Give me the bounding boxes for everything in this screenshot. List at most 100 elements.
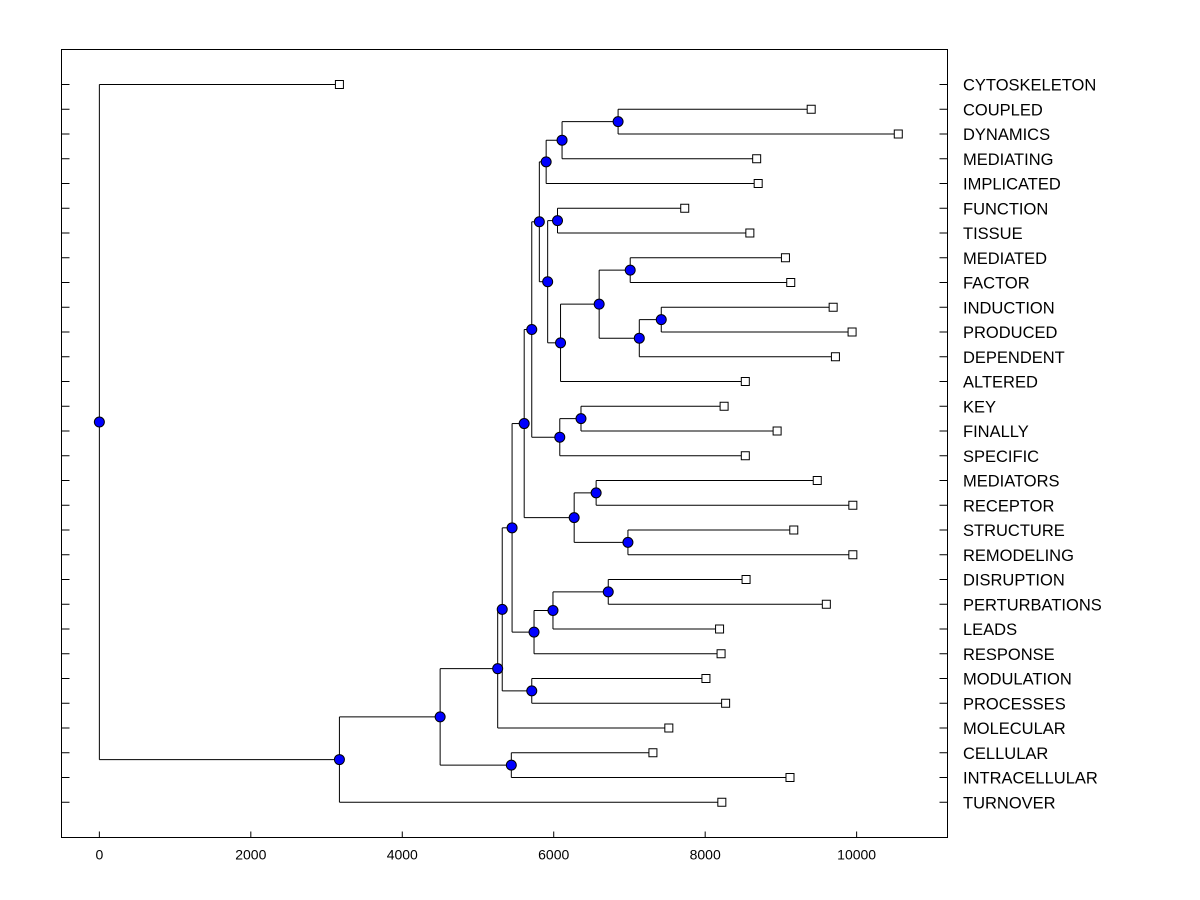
leaf-label: RESPONSE — [963, 646, 1055, 664]
leaf-label: ALTERED — [963, 374, 1038, 392]
merge-node — [554, 431, 566, 443]
leaf-label: TISSUE — [963, 225, 1023, 243]
leaf-label: MODULATION — [963, 671, 1072, 689]
leaf-marker — [334, 80, 344, 89]
leaf-label: REMODELING — [963, 547, 1074, 565]
merge-node — [526, 323, 538, 335]
leaf-marker — [752, 154, 762, 164]
leaf-marker — [715, 624, 725, 634]
merge-node — [575, 413, 587, 425]
leaf-marker — [893, 129, 903, 139]
merge-node — [496, 603, 508, 615]
plot-frame — [61, 49, 948, 838]
merge-node — [612, 116, 624, 128]
leaf-marker — [789, 525, 799, 535]
leaf-marker — [848, 500, 858, 510]
leaf-marker — [740, 451, 750, 461]
merge-node — [547, 604, 559, 616]
y-ticks — [61, 84, 948, 803]
x-tick-label: 6000 — [538, 847, 569, 863]
merge-node — [555, 337, 567, 349]
leaf-label: IMPLICATED — [963, 176, 1061, 194]
merge-node — [556, 134, 568, 146]
leaf-labels: CYTOSKELETON COUPLED DYNAMICS MEDIATING IMPL… — [963, 77, 1102, 813]
merge-node — [602, 586, 614, 598]
leaf-label: MOLECULAR — [963, 720, 1066, 738]
leaf-label: PERTURBATIONS — [963, 596, 1102, 614]
merge-node — [533, 216, 545, 228]
x-tick-label: 0 — [95, 847, 103, 863]
leaf-marker — [786, 278, 796, 287]
leaf-label: CYTOSKELETON — [963, 77, 1096, 95]
merge-node — [540, 156, 552, 168]
merge-node — [333, 754, 345, 766]
leaf-label: DISRUPTION — [963, 572, 1065, 590]
merge-node — [542, 276, 554, 288]
leaf-marker — [848, 550, 858, 560]
leaf-marker — [680, 203, 690, 213]
merge-node — [624, 264, 636, 276]
leaf-label: INTRACELLULAR — [963, 770, 1098, 788]
leaf-label: MEDIATED — [963, 250, 1047, 268]
merge-node — [526, 685, 538, 697]
merge-node — [552, 215, 564, 227]
merge-nodes — [93, 116, 667, 771]
branch-lines — [98, 84, 895, 803]
merge-node — [633, 332, 645, 344]
x-tick-label: 4000 — [387, 847, 418, 863]
merge-node — [492, 663, 504, 675]
leaf-label: FINALLY — [963, 423, 1029, 441]
merge-node — [593, 298, 605, 310]
merge-node — [568, 512, 580, 524]
leaf-marker — [847, 327, 857, 337]
merge-node — [505, 759, 517, 771]
leaf-label: MEDIATING — [963, 151, 1053, 169]
leaf-marker — [753, 179, 763, 188]
leaf-marker — [772, 426, 782, 436]
leaf-label: CELLULAR — [963, 745, 1048, 763]
merge-node — [518, 418, 530, 430]
merge-node — [622, 536, 634, 548]
leaf-label: FACTOR — [963, 275, 1030, 293]
leaf-marker — [780, 253, 790, 263]
merge-node — [506, 522, 518, 534]
leaf-label: RECEPTOR — [963, 497, 1054, 515]
leaf-marker — [785, 773, 795, 782]
leaf-marker — [716, 649, 726, 659]
leaf-marker — [828, 302, 838, 312]
leaf-label: SPECIFIC — [963, 448, 1039, 466]
leaf-marker — [701, 674, 711, 683]
leaf-label: PRODUCED — [963, 324, 1058, 342]
x-ticks: 0 2000 4000 6000 8000 10000 — [95, 831, 876, 863]
leaf-marker — [740, 377, 750, 386]
leaf-label: MEDIATORS — [963, 473, 1060, 491]
merge-node — [655, 314, 667, 326]
merge-node — [590, 487, 602, 499]
x-tick-label: 2000 — [235, 847, 266, 863]
leaf-label: PROCESSES — [963, 695, 1066, 713]
leaf-label: COUPLED — [963, 101, 1043, 119]
x-tick-label: 8000 — [690, 847, 721, 863]
leaf-marker — [806, 104, 816, 114]
leaf-marker — [721, 698, 731, 708]
leaf-marker — [648, 748, 658, 758]
leaf-marker — [745, 228, 755, 238]
leaf-markers — [334, 80, 903, 807]
leaf-label: DYNAMICS — [963, 126, 1050, 144]
merge-node — [93, 416, 105, 428]
leaf-label: INDUCTION — [963, 299, 1055, 317]
leaf-marker — [717, 797, 727, 807]
leaf-label: DEPENDENT — [963, 349, 1065, 367]
leaf-marker — [741, 575, 751, 584]
leaf-label: FUNCTION — [963, 200, 1048, 218]
merge-node — [528, 626, 540, 638]
leaf-marker — [719, 401, 729, 411]
leaf-label: LEADS — [963, 621, 1017, 639]
leaf-marker — [664, 723, 674, 733]
leaf-label: TURNOVER — [963, 794, 1056, 812]
leaf-label: KEY — [963, 398, 996, 416]
merge-node — [434, 711, 446, 723]
leaf-marker — [821, 599, 831, 609]
leaf-marker — [830, 352, 840, 362]
